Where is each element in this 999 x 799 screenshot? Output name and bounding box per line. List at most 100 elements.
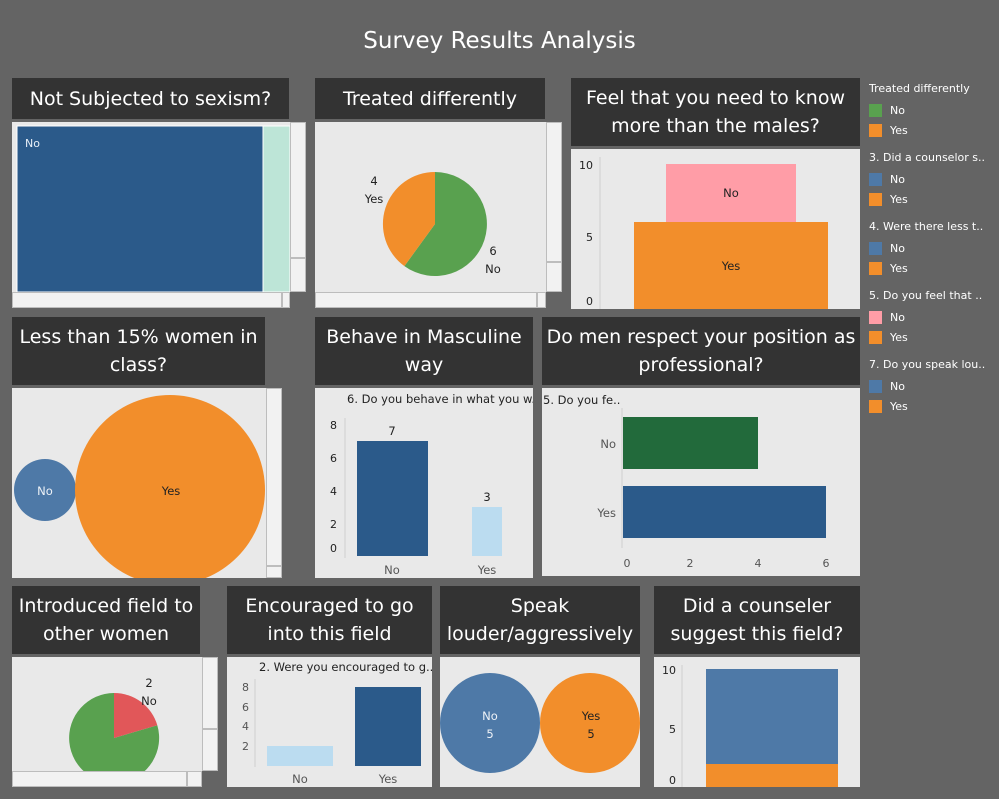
respect-subtitle: 5. Do you fe.. <box>543 393 620 407</box>
legend-group-counselor: 3. Did a counselor s.. No Yes <box>869 151 999 209</box>
behave-ytick-4: 4 <box>330 485 337 498</box>
respect-xtick-2: 2 <box>687 557 694 570</box>
legend-item[interactable]: No <box>869 100 999 120</box>
treated-vscroll-thumb[interactable] <box>546 262 562 292</box>
behave-chart: 6. Do you behave in what you w.. 8 6 4 2… <box>330 392 539 577</box>
sexism-vscroll-thumb[interactable] <box>290 258 306 292</box>
feel-bar-no <box>666 164 796 222</box>
respect-xtick-4: 4 <box>755 557 762 570</box>
legend-label: Yes <box>890 261 908 275</box>
encouraged-ytick-8: 8 <box>242 681 249 694</box>
legend-item[interactable]: Yes <box>869 258 999 278</box>
respect-xtick-0: 0 <box>624 557 631 570</box>
treated-chart: 4 Yes 6 No <box>364 171 501 276</box>
behave-xtick-no: No <box>384 563 400 577</box>
legend-item[interactable]: No <box>869 169 999 189</box>
treated-label-yes-value: 4 <box>370 174 377 188</box>
treated-slice-no <box>404 172 487 276</box>
speak-label-no: No <box>482 709 498 723</box>
introduced-vscroll-track[interactable] <box>202 657 218 729</box>
panel-less15: No Yes <box>12 388 266 585</box>
legend-label: Yes <box>890 330 908 344</box>
encouraged-ytick-6: 6 <box>242 701 249 714</box>
speak-chart: No 5 Yes 5 <box>440 673 640 773</box>
legend-group-less15: 4. Were there less t.. No Yes <box>869 220 999 278</box>
introduced-label-no: No <box>141 694 157 708</box>
legend-label: No <box>890 103 905 117</box>
legend-swatch <box>869 123 882 137</box>
legend-swatch <box>869 261 882 275</box>
treated-hscroll-thumb[interactable] <box>537 292 546 308</box>
treated-label-no: No <box>485 262 501 276</box>
counselor-bar-yes <box>706 764 838 787</box>
introduced-vscroll-thumb[interactable] <box>202 729 218 771</box>
less15-vscroll-thumb[interactable] <box>266 566 282 578</box>
sexism-hscroll-track[interactable] <box>12 292 282 308</box>
panel-title-feel: Feel that you need to know more than the… <box>571 78 860 146</box>
legend-swatch <box>869 172 882 186</box>
legend-label: Yes <box>890 192 908 206</box>
legend-swatch <box>869 330 882 344</box>
legend-item[interactable]: No <box>869 376 999 396</box>
respect-bar-yes <box>623 486 826 538</box>
legend-group-speak: 7. Do you speak lou.. No Yes <box>869 358 999 416</box>
panel-title-treated: Treated differently <box>315 78 545 119</box>
behave-ytick-8: 8 <box>330 419 337 432</box>
introduced-chart: 2 No <box>69 676 160 783</box>
feel-bar-yes <box>634 222 828 309</box>
legend-swatch <box>869 103 882 117</box>
respect-ytick-no: No <box>600 437 616 451</box>
respect-bar-no <box>623 417 758 469</box>
counselor-bar-no <box>706 669 838 764</box>
less15-vscroll-track[interactable] <box>266 388 282 566</box>
speak-value-no: 5 <box>486 727 493 741</box>
legend-swatch <box>869 192 882 206</box>
legend-swatch <box>869 399 882 413</box>
legend-item[interactable]: Yes <box>869 189 999 209</box>
panel-speak: No 5 Yes 5 <box>440 657 640 787</box>
legend-title: 7. Do you speak lou.. <box>869 358 986 371</box>
legend-item[interactable]: No <box>869 238 999 258</box>
speak-bubble-yes <box>540 673 640 773</box>
feel-ytick-5: 5 <box>586 231 593 244</box>
panel-title-behave: Behave in Masculine way <box>315 317 533 385</box>
counselor-chart: 10 5 0 <box>662 664 838 787</box>
panel-title-sexism: Not Subjected to sexism? <box>12 78 289 119</box>
legend-item[interactable]: Yes <box>869 327 999 347</box>
counselor-ytick-0: 0 <box>669 774 676 787</box>
panel-title-encouraged: Encouraged to go into this field <box>227 586 432 654</box>
encouraged-bar-yes <box>355 687 421 766</box>
legend-item[interactable]: No <box>869 307 999 327</box>
encouraged-bar-no <box>267 746 333 766</box>
behave-xtick-yes: Yes <box>477 563 497 577</box>
respect-ytick-yes: Yes <box>596 506 616 520</box>
sexism-hscroll-thumb[interactable] <box>282 292 290 308</box>
legend-item[interactable]: Yes <box>869 120 999 140</box>
treated-label-no-value: 6 <box>489 244 496 258</box>
treated-vscroll-track[interactable] <box>546 122 562 262</box>
panel-title-respect: Do men respect your position as professi… <box>542 317 860 385</box>
behave-value-no: 7 <box>388 424 395 438</box>
sexism-chart: No <box>16 125 291 293</box>
legend-label: Yes <box>890 123 908 137</box>
legend-item[interactable]: Yes <box>869 396 999 416</box>
treated-hscroll-track[interactable] <box>315 292 537 308</box>
respect-xtick-6: 6 <box>823 557 830 570</box>
feel-ytick-0: 0 <box>586 295 593 308</box>
introduced-hscroll-thumb[interactable] <box>187 771 202 787</box>
sexism-vscroll-track[interactable] <box>290 122 306 258</box>
encouraged-chart: 2. Were you encouraged to g.. 8 6 4 2 No… <box>242 660 433 786</box>
legend-label: No <box>890 172 905 186</box>
encouraged-ytick-4: 4 <box>242 720 249 733</box>
less15-label-no: No <box>37 484 53 498</box>
legend-group-feel: 5. Do you feel that .. No Yes <box>869 289 999 347</box>
treated-label-yes: Yes <box>364 192 384 206</box>
less15-chart: No Yes <box>14 395 265 585</box>
behave-bar-yes <box>472 507 502 556</box>
speak-label-yes: Yes <box>581 709 601 723</box>
panel-feel: 10 5 0 No Yes <box>571 149 860 309</box>
speak-value-yes: 5 <box>587 727 594 741</box>
sexism-tile-no <box>16 125 264 293</box>
introduced-hscroll-track[interactable] <box>12 771 187 787</box>
dashboard-title: Survey Results Analysis <box>363 28 636 54</box>
